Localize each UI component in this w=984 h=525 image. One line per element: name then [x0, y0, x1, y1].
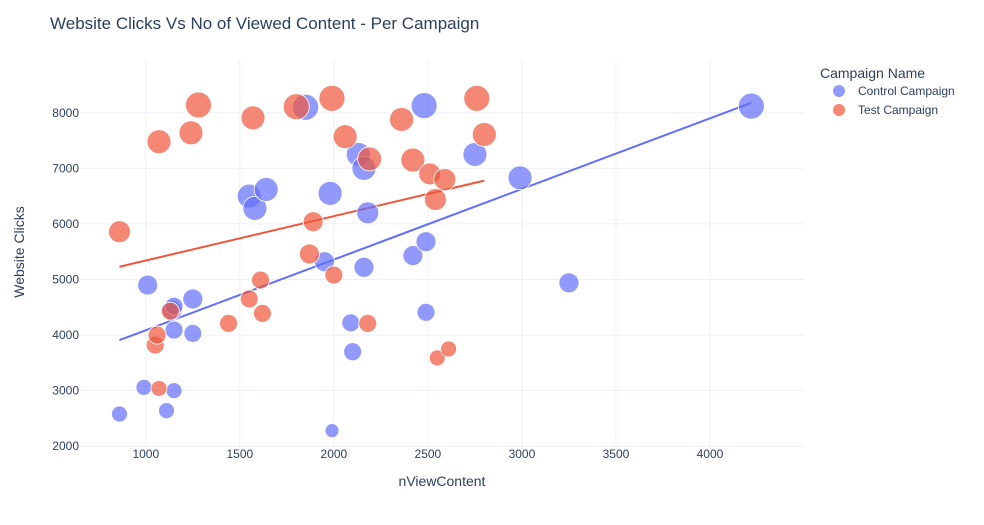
control-point	[111, 405, 128, 423]
test-trendline	[119, 179, 485, 268]
control-trendline	[119, 101, 752, 342]
test-point	[389, 107, 414, 132]
legend-item-control[interactable]: Control Campaign	[833, 84, 955, 98]
data-points	[108, 84, 765, 439]
control-point	[356, 201, 380, 225]
control-point	[324, 423, 340, 439]
legend-label: Test Campaign	[858, 103, 938, 117]
control-point	[164, 320, 184, 340]
test-point	[424, 188, 447, 211]
control-point	[242, 195, 268, 221]
control-point	[135, 378, 153, 396]
control-point	[507, 165, 533, 191]
x-tick-label: 3000	[509, 447, 536, 461]
y-tick-label: 2000	[52, 439, 79, 453]
test-point	[400, 147, 426, 173]
x-tick-label: 1000	[132, 447, 159, 461]
x-axis-ticks: 1000 1500 2000 2500 3000 3500 4000	[132, 447, 723, 461]
test-point	[357, 146, 383, 172]
control-point	[253, 177, 279, 202]
test-point	[318, 84, 346, 112]
control-point	[317, 180, 343, 206]
test-point	[147, 325, 167, 345]
x-tick-label: 4000	[697, 447, 724, 461]
control-point	[737, 92, 765, 120]
test-point	[253, 304, 272, 323]
legend-marker	[833, 85, 845, 97]
y-axis-title: Website Clicks	[11, 206, 27, 298]
test-point	[433, 168, 457, 191]
control-point	[158, 402, 175, 420]
y-axis-ticks: 2000 3000 4000 5000 6000 7000 8000	[52, 106, 79, 453]
y-tick-label: 6000	[52, 217, 79, 231]
test-point	[239, 289, 259, 309]
x-tick-label: 2500	[415, 447, 442, 461]
test-point	[178, 120, 204, 146]
control-point	[165, 382, 183, 400]
x-tick-label: 1500	[226, 447, 253, 461]
y-tick-label: 8000	[52, 106, 79, 120]
control-point	[343, 342, 363, 362]
control-point	[416, 302, 436, 322]
test-point	[146, 129, 172, 155]
test-point	[471, 122, 497, 147]
test-point	[251, 270, 270, 290]
test-point	[428, 349, 446, 367]
grid	[80, 60, 804, 449]
test-point	[302, 211, 324, 233]
test-point	[440, 340, 457, 358]
y-tick-label: 4000	[52, 328, 79, 342]
control-point	[402, 245, 424, 267]
legend-item-test[interactable]: Test Campaign	[833, 103, 938, 117]
x-tick-label: 3500	[603, 447, 630, 461]
x-tick-label: 2000	[321, 447, 348, 461]
test-point	[282, 93, 310, 121]
control-point	[182, 288, 204, 310]
control-point	[415, 231, 437, 253]
x-axis-title: nViewContent	[399, 473, 486, 489]
y-tick-label: 5000	[52, 273, 79, 287]
test-point	[299, 243, 320, 265]
test-point	[185, 91, 212, 119]
test-point	[108, 220, 131, 244]
legend-label: Control Campaign	[858, 84, 955, 98]
trendlines	[119, 101, 752, 342]
control-point	[558, 272, 580, 294]
control-point	[341, 313, 361, 333]
legend-marker	[833, 104, 845, 116]
chart-title: Website Clicks Vs No of Viewed Content -…	[50, 14, 479, 33]
test-point	[150, 380, 168, 397]
test-point	[324, 265, 344, 285]
control-point	[183, 324, 203, 343]
control-point	[353, 256, 375, 278]
test-point	[358, 314, 378, 333]
test-point	[160, 301, 180, 321]
y-tick-label: 3000	[52, 384, 79, 398]
legend: Campaign Name Control Campaign Test Campa…	[820, 65, 955, 117]
legend-title: Campaign Name	[820, 65, 925, 81]
test-point	[463, 84, 491, 112]
test-point	[219, 314, 238, 333]
y-tick-label: 7000	[52, 161, 79, 175]
control-point	[137, 274, 159, 296]
test-point	[240, 105, 266, 131]
control-point	[410, 92, 438, 119]
test-point	[332, 124, 358, 150]
